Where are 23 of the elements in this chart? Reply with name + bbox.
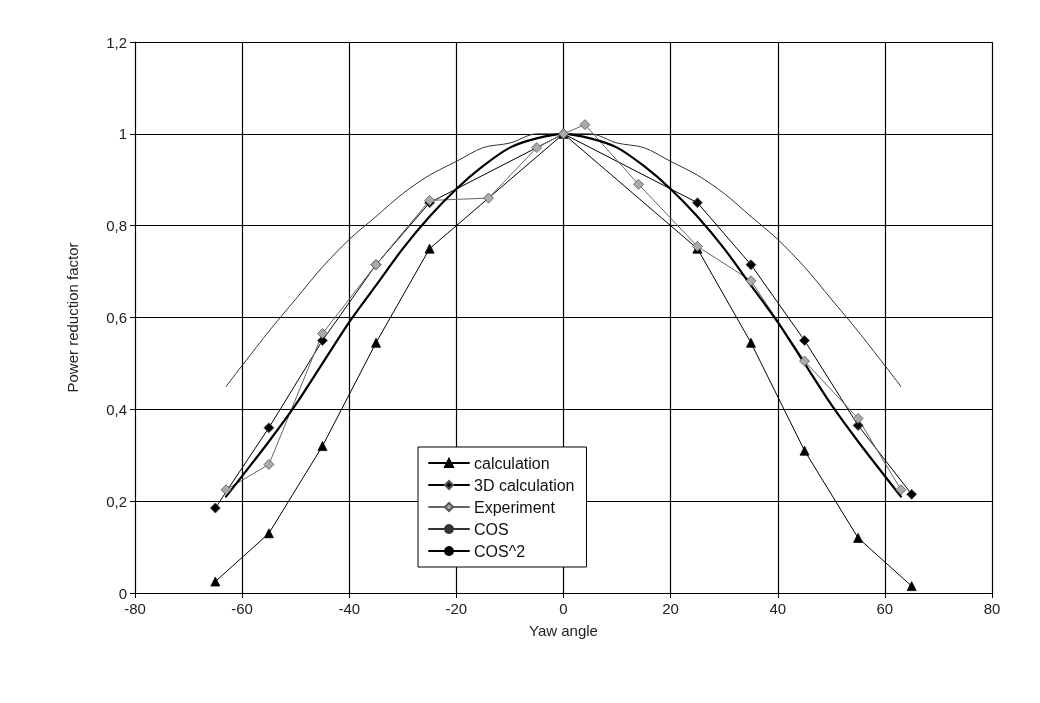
- x-axis-title: Yaw angle: [529, 622, 598, 639]
- x-tick-label: -80: [124, 600, 146, 617]
- legend-label: 3D calculation: [474, 476, 575, 494]
- legend-label: COS^2: [474, 542, 526, 560]
- x-tick-label: 20: [662, 600, 679, 617]
- y-tick-label: 0: [118, 584, 127, 602]
- x-tick-label: 0: [559, 600, 568, 617]
- y-axis-title: Power reduction factor: [64, 242, 81, 393]
- x-tick-label: 40: [769, 600, 787, 617]
- y-tick-label: 0,8: [106, 217, 127, 235]
- x-tick-label: -20: [445, 600, 468, 617]
- y-tick-label: 1,2: [106, 33, 127, 51]
- y-tick-label: 1: [118, 125, 127, 143]
- legend-label: COS: [474, 520, 509, 538]
- y-tick-label: 0,6: [106, 309, 127, 326]
- x-tick-label: 60: [876, 600, 894, 617]
- x-tick-label: -60: [231, 600, 253, 617]
- legend-label: Experiment: [474, 498, 556, 516]
- legend-label: calculation: [474, 454, 550, 472]
- y-tick-label: 0,4: [106, 400, 127, 418]
- x-tick-label: 80: [983, 600, 1001, 617]
- x-tick-label: -40: [338, 600, 361, 617]
- y-tick-label: 0,2: [106, 492, 127, 510]
